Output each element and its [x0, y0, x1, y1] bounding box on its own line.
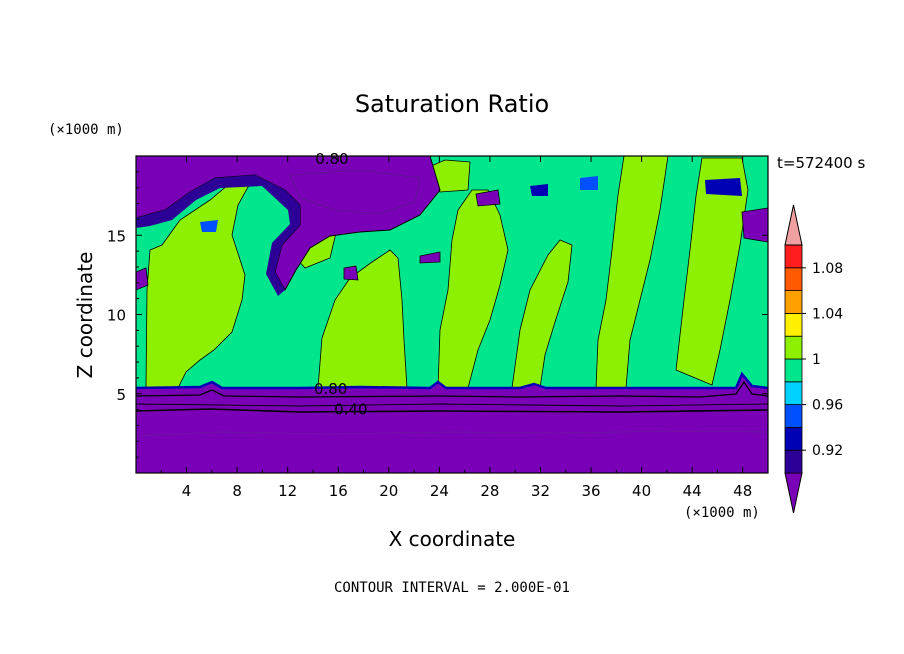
- dry-edge-band: [136, 175, 300, 296]
- x-tick-label: 8: [232, 482, 242, 500]
- colorbar-segment: [784, 381, 803, 405]
- colorbar-segment: [784, 290, 803, 314]
- boundary-layer: [136, 371, 768, 473]
- column-region: [317, 249, 408, 389]
- y-axis-title: Z coordinate: [73, 252, 97, 379]
- column-region: [675, 157, 749, 386]
- x-tick-label: 4: [182, 482, 192, 500]
- dry-patch: [343, 265, 359, 281]
- contour-line-0-60: [136, 403, 768, 407]
- dry-inner-contour: [289, 169, 421, 215]
- dry-patch: [475, 189, 501, 207]
- contour-line-0-40: [136, 408, 768, 413]
- x-tick-label: 20: [379, 482, 398, 500]
- colorbar-segment: [784, 267, 803, 291]
- colorbar-segment: [784, 404, 803, 428]
- colorbar-segment: [784, 312, 803, 337]
- x-tick-label: 44: [683, 482, 702, 500]
- colorbar-tick-label: 0.92: [812, 443, 843, 459]
- colorbar-tick-label: 1.08: [812, 261, 843, 277]
- y-axis-unit: (×1000 m): [48, 122, 124, 138]
- colorbar-segment: [784, 244, 803, 269]
- blue-patch: [200, 220, 218, 232]
- x-tick-label: 48: [733, 482, 752, 500]
- contour-label: 0.80: [314, 380, 347, 398]
- dry-patch: [741, 207, 768, 243]
- x-axis: 4 8 12 16 20 24 28 32 36 40 44 48: [160, 156, 752, 500]
- colorbar: 0.92 0.96 1 1.04 1.08: [784, 204, 843, 514]
- x-tick-label: 40: [632, 482, 651, 500]
- y-axis: 5 10 15: [107, 171, 768, 458]
- blue-patch: [580, 176, 598, 190]
- plot-area: [136, 156, 768, 473]
- contour-label: 0.80: [315, 150, 348, 168]
- supersaturated-columns: [145, 156, 749, 389]
- y-tick-label: 10: [107, 307, 126, 325]
- y-tick-label: 5: [116, 386, 126, 404]
- colorbar-segment: [784, 449, 803, 474]
- contour-line-0-20: [136, 430, 768, 437]
- contour-labels: 0.80 0.80 0.40: [314, 150, 368, 418]
- x-tick-label: 28: [480, 482, 499, 500]
- contour-line-0-80: [136, 380, 768, 398]
- contour-interval-note: CONTOUR INTERVAL = 2.000E-01: [334, 580, 570, 596]
- dry-upper-region: [136, 156, 768, 296]
- boundary-layer-region: [136, 374, 768, 473]
- colorbar-segment: [784, 335, 803, 360]
- colorbar-segment: [784, 426, 803, 451]
- column-region: [511, 239, 573, 389]
- x-tick-label: 36: [581, 482, 600, 500]
- dry-patch: [136, 267, 149, 291]
- colorbar-max-extension: [784, 204, 803, 246]
- colorbar-tick-label: 1.04: [812, 306, 843, 322]
- blue-patch: [530, 184, 548, 196]
- x-tick-label: 16: [329, 482, 348, 500]
- column-region: [595, 156, 669, 389]
- x-axis-title: X coordinate: [389, 527, 516, 551]
- column-region: [145, 174, 253, 389]
- x-axis-unit: (×1000 m): [684, 505, 760, 521]
- dry-patch: [419, 251, 441, 264]
- blue-patch: [705, 178, 742, 196]
- x-tick-label: 24: [430, 482, 449, 500]
- y-tick-label: 15: [107, 227, 126, 245]
- colorbar-min-extension: [784, 472, 803, 514]
- time-label: t=572400 s: [777, 154, 865, 172]
- boundary-layer-top-edge: [136, 371, 768, 390]
- x-tick-label: 32: [531, 482, 550, 500]
- contour-label: 0.40: [334, 400, 367, 418]
- colorbar-segment: [784, 358, 803, 383]
- colorbar-tick-label: 0.96: [812, 398, 843, 414]
- x-tick-label: 12: [278, 482, 297, 500]
- chart-title: Saturation Ratio: [355, 90, 549, 118]
- colorbar-tick-label: 1: [812, 352, 821, 368]
